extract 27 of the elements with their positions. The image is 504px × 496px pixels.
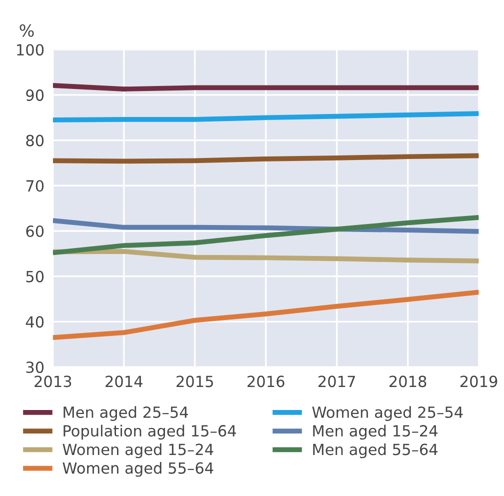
y-tick-label: 80 bbox=[26, 134, 44, 146]
y-tick-label: 100 bbox=[17, 44, 44, 56]
y-tick-label: 60 bbox=[26, 225, 44, 238]
legend-label: Women aged 55–64 bbox=[62, 462, 214, 477]
line-series bbox=[52, 248, 479, 264]
x-tick-label: 2019 bbox=[460, 376, 498, 388]
legend-label: Population aged 15–64 bbox=[64, 424, 236, 440]
y-tick-label: 30 bbox=[26, 362, 44, 374]
legend-label: Women aged 15–24 bbox=[62, 443, 214, 458]
x-tick-label: 2016 bbox=[248, 376, 284, 388]
x-tick-label: 2015 bbox=[176, 376, 213, 388]
y-tick-label: 90 bbox=[26, 89, 44, 101]
x-tick-label: 2018 bbox=[390, 376, 426, 388]
y-tick-label: 40 bbox=[26, 316, 44, 328]
x-tick-label: 2017 bbox=[318, 376, 355, 388]
legend-label: Men aged 15–24 bbox=[313, 424, 438, 440]
line-series bbox=[52, 290, 479, 340]
line-series bbox=[52, 111, 479, 122]
legend-label: Women aged 25–54 bbox=[312, 406, 463, 421]
y-tick-label: 70 bbox=[26, 180, 44, 192]
legend-label: Men aged 55–64 bbox=[313, 443, 438, 458]
legend-label: Men aged 25–54 bbox=[64, 406, 188, 421]
y-tick-label: 50 bbox=[26, 270, 44, 282]
y-axis-title: % bbox=[20, 24, 34, 37]
x-tick-label: 2013 bbox=[34, 376, 72, 388]
line-series bbox=[52, 214, 479, 256]
x-tick-label: 2014 bbox=[106, 376, 142, 388]
